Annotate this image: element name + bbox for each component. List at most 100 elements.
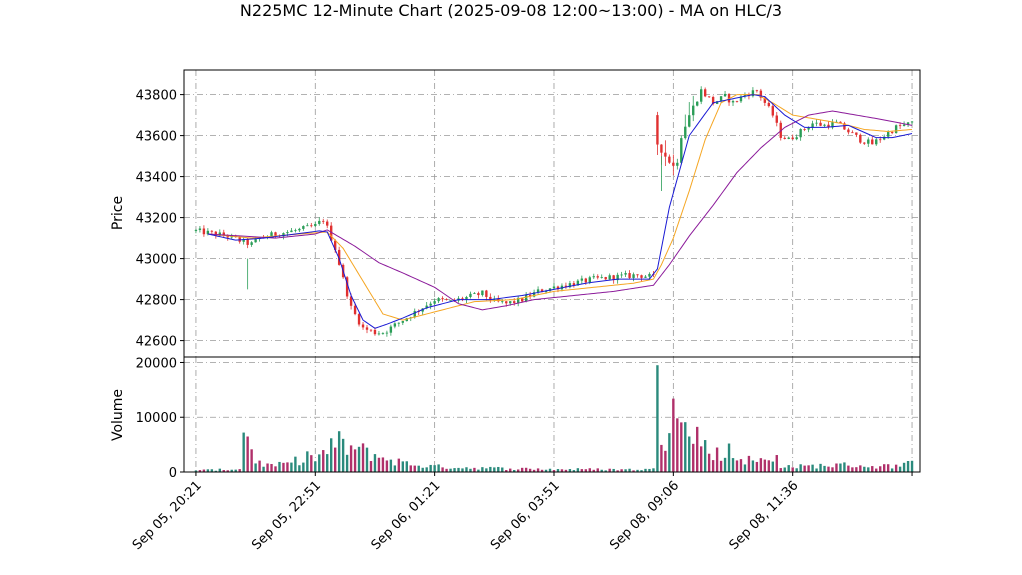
volume-bar: [835, 463, 838, 472]
volume-bar: [664, 450, 667, 472]
candle-body: [556, 286, 560, 290]
volume-bar: [437, 464, 440, 472]
candle-body: [640, 275, 643, 278]
ma-line-purple: [207, 110, 913, 311]
candle-body: [596, 276, 599, 278]
price-grid: [184, 70, 920, 357]
candle-body: [795, 137, 798, 140]
volume-bar: [811, 464, 814, 472]
candle-body: [357, 314, 361, 325]
candle-body: [505, 301, 508, 304]
price-tick-label: 42600: [136, 335, 177, 350]
candle-body: [397, 322, 401, 324]
volume-bar: [584, 469, 588, 472]
candle-body: [719, 96, 723, 102]
volume-bar: [612, 468, 615, 472]
x-tick-label: Sep 06, 03:51: [488, 478, 563, 553]
candle-body: [254, 239, 257, 243]
volume-bar: [743, 464, 747, 472]
candle-body: [361, 324, 365, 328]
volume-bar: [644, 468, 647, 472]
candle-body: [791, 137, 794, 140]
candle-body: [210, 230, 214, 232]
candle-body: [401, 321, 405, 323]
volume-bar: [417, 465, 420, 472]
volume-bar: [755, 461, 759, 472]
candle-body: [823, 124, 826, 126]
volume-tick-label: 10000: [136, 411, 177, 426]
price-tick-label: 43800: [136, 89, 177, 104]
candle-body: [731, 101, 735, 103]
candle-body: [310, 225, 313, 227]
candle-body: [365, 327, 369, 330]
volume-bar: [640, 470, 643, 472]
candle-body: [648, 273, 651, 277]
candle-body: [509, 301, 512, 304]
volume-bar: [497, 466, 500, 472]
volume-axis-label: Volume: [110, 389, 126, 441]
candle-body: [385, 332, 389, 334]
volume-bar: [795, 468, 798, 472]
candle-body: [286, 232, 289, 234]
volume-bar: [819, 463, 822, 472]
candle-body: [377, 333, 381, 335]
candle-body: [894, 125, 898, 134]
candle-body: [886, 132, 890, 137]
candle-body: [612, 275, 615, 281]
candle-body: [302, 226, 305, 229]
volume-bar: [723, 457, 727, 472]
volume-bar: [886, 464, 890, 472]
chart-title: N225MC 12-Minute Chart (2025-09-08 12:00…: [240, 1, 782, 20]
volume-bar: [548, 468, 552, 472]
volume-bar: [254, 463, 257, 472]
candle-body: [381, 333, 385, 334]
volume-bar: [238, 469, 241, 472]
volume-bar: [747, 455, 751, 472]
volume-bar: [544, 469, 548, 472]
candle-body: [660, 144, 663, 153]
candle-body: [369, 329, 373, 331]
volume-bar: [377, 457, 381, 472]
candle-body: [676, 162, 679, 166]
volume-bar: [206, 469, 210, 472]
candle-body: [624, 273, 627, 275]
volume-bar: [775, 455, 778, 472]
volume-bar: [441, 467, 444, 472]
volume-bar: [290, 462, 293, 472]
volume-bar: [330, 438, 333, 472]
candle-body: [202, 228, 206, 235]
volume-bar: [707, 453, 711, 472]
price-y-ticks: 42600 42800 43000 43200 43400 43600 43800: [136, 89, 184, 350]
volume-bar: [489, 466, 492, 472]
candle-body: [807, 127, 810, 130]
volume-bar: [684, 422, 687, 472]
volume-bar: [473, 467, 476, 472]
volume-bar: [636, 469, 639, 472]
volume-bar: [345, 454, 349, 472]
volume-bar: [477, 469, 480, 472]
volume-bar: [699, 446, 703, 472]
candle-body: [751, 90, 755, 97]
candle-body: [910, 121, 914, 123]
candle-body: [743, 94, 747, 97]
volume-bar: [616, 470, 619, 472]
candle-body: [536, 289, 540, 293]
volume-bar: [783, 467, 786, 472]
volume-bar: [373, 454, 377, 472]
volume-bar: [278, 461, 281, 472]
volume-bar: [556, 469, 560, 472]
volume-bar: [445, 468, 448, 472]
volume-bar: [453, 468, 456, 472]
candle-body: [580, 278, 584, 281]
candle-body: [524, 295, 528, 302]
volume-bar: [763, 459, 767, 472]
volume-bar: [298, 465, 301, 472]
candle-body: [584, 278, 588, 283]
candle-body: [803, 129, 806, 130]
volume-bar: [867, 467, 870, 472]
volume-bar: [580, 469, 584, 472]
volume-bar: [847, 465, 850, 472]
candle-body: [298, 228, 301, 231]
volume-bar: [628, 468, 631, 472]
volume-bar: [536, 468, 540, 472]
